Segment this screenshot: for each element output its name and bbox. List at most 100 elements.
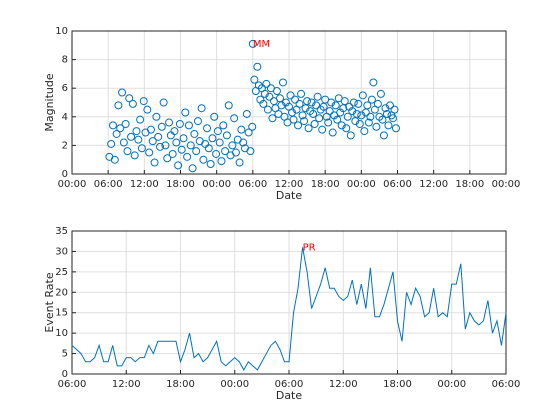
scatter-point <box>381 104 390 113</box>
scatter-point <box>152 112 161 121</box>
scatter-point <box>136 115 145 124</box>
scatter-point <box>244 128 253 137</box>
scatter-point <box>130 151 139 160</box>
scatter-point <box>239 138 248 147</box>
scatter-point <box>272 87 281 96</box>
scatter-point <box>390 105 399 114</box>
subplot: 06:00 12:00 18:00 00:00 06:00 12:00 18:00 00:00… <box>43 226 520 402</box>
x-tick-label: 06:00 <box>383 179 412 190</box>
y-axis-label: Magnitude <box>43 73 56 132</box>
scatter-point <box>391 124 400 133</box>
x-tick-label: 00:00 <box>202 179 231 190</box>
y-tick-label: 5 <box>62 349 68 360</box>
y-tick-label: 25 <box>55 267 68 278</box>
scatter-point <box>148 137 157 146</box>
scatter-point <box>378 115 387 124</box>
scatter-point <box>107 139 116 148</box>
scatter-point <box>199 155 208 164</box>
scatter-point <box>313 92 322 101</box>
x-tick-label: 06:00 <box>275 379 304 390</box>
scatter-point <box>250 75 259 84</box>
y-tick-label: 2 <box>62 140 68 151</box>
scatter-point <box>154 132 163 141</box>
scatter-point <box>193 117 202 126</box>
scatter-point <box>114 101 123 110</box>
y-tick-label: 15 <box>55 308 68 319</box>
scatter-point <box>184 121 193 130</box>
scatter-point <box>170 127 179 136</box>
scatter-point <box>277 101 286 110</box>
x-tick-label: 00:00 <box>347 179 376 190</box>
scatter-point <box>358 91 367 100</box>
scatter-point <box>112 129 121 138</box>
scatter-point <box>315 114 324 123</box>
x-tick-label: 06:00 <box>492 379 521 390</box>
scatter-point <box>192 147 201 156</box>
scatter-point <box>206 159 215 168</box>
scatter-point <box>237 125 246 134</box>
data-line <box>71 247 507 371</box>
annotation: PR <box>303 242 316 253</box>
x-tick-label: 12:00 <box>130 179 159 190</box>
scatter-point <box>349 98 358 107</box>
subplot: 00:00 06:00 12:00 18:00 00:00 06:00 12:00 18:00… <box>43 26 520 202</box>
scatter-point <box>253 62 262 71</box>
scatter-point <box>259 99 268 108</box>
scatter-point <box>156 142 165 151</box>
x-tick-label: 00:00 <box>58 179 87 190</box>
scatter-point <box>340 97 349 106</box>
scatter-point <box>208 134 217 143</box>
scatter-point <box>248 122 257 131</box>
scatter-point <box>163 154 172 163</box>
scatter-point <box>118 88 127 97</box>
scatter-point <box>132 127 141 136</box>
scatter-point <box>346 131 355 140</box>
scatter-point <box>137 144 146 153</box>
scatter-point <box>352 109 361 118</box>
y-tick-label: 10 <box>55 26 68 37</box>
scatter-point <box>215 138 224 147</box>
scatter-point <box>333 115 342 124</box>
scatter-point <box>260 89 269 98</box>
scatter-point <box>157 122 166 131</box>
scatter-point <box>289 115 298 124</box>
x-tick-label: 06:00 <box>94 179 123 190</box>
scatter-point <box>235 158 244 167</box>
x-tick-label: 18:00 <box>455 179 484 190</box>
scatter-point <box>309 109 318 118</box>
scatter-point <box>268 114 277 123</box>
y-tick-label: 10 <box>55 328 68 339</box>
scatter-point <box>177 145 186 154</box>
scatter-point <box>300 117 309 126</box>
scatter-point <box>181 108 190 117</box>
x-tick-label: 12:00 <box>329 379 358 390</box>
scatter-point <box>110 155 119 164</box>
scatter-point <box>324 118 333 127</box>
scatter-point <box>303 97 312 106</box>
scatter-point <box>128 99 137 108</box>
scatter-point <box>376 89 385 98</box>
scatter-point <box>179 134 188 143</box>
scatter-point <box>363 101 372 110</box>
scatter-point <box>364 118 373 127</box>
scatter-point <box>357 111 366 120</box>
scatter-point <box>369 78 378 87</box>
scatter-point <box>367 95 376 104</box>
scatter-point <box>168 149 177 158</box>
scatter-point <box>188 164 197 173</box>
x-tick-label: 18:00 <box>311 179 340 190</box>
axes-box <box>71 230 507 375</box>
scatter-point <box>304 124 313 133</box>
x-tick-label: 12:00 <box>275 179 304 190</box>
scatter-point <box>348 107 357 116</box>
scatter-point <box>360 127 369 136</box>
scatter-point <box>384 121 393 130</box>
scatter-point <box>217 157 226 166</box>
scatter-point <box>318 125 327 134</box>
x-tick-label: 12:00 <box>419 179 448 190</box>
scatter-point <box>123 147 132 156</box>
scatter-point <box>174 161 183 170</box>
scatter-point <box>248 39 257 48</box>
scatter-point <box>186 141 195 150</box>
x-axis-label: Date <box>276 189 303 202</box>
